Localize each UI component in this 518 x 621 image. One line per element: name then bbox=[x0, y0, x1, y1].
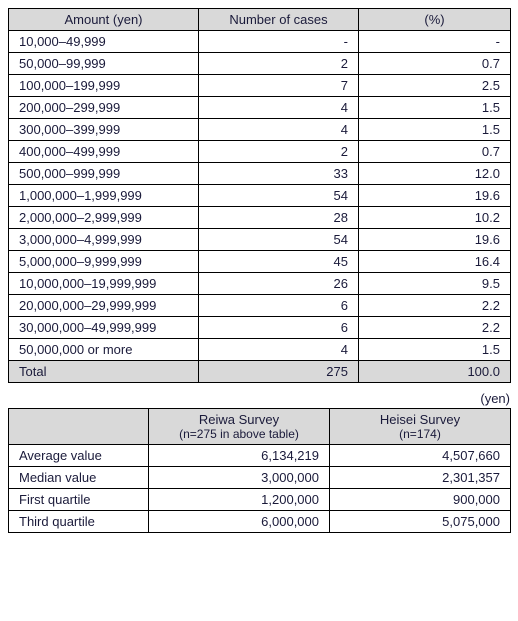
col-header-cases: Number of cases bbox=[199, 9, 359, 31]
heisei-title: Heisei Survey bbox=[338, 412, 502, 427]
amount-cell: 2,000,000–2,999,999 bbox=[9, 207, 199, 229]
amount-cell: 50,000,000 or more bbox=[9, 339, 199, 361]
percent-cell: 1.5 bbox=[359, 339, 511, 361]
table-row: 10,000–49,999-- bbox=[9, 31, 511, 53]
col-header-blank bbox=[9, 409, 149, 445]
table-row: 30,000,000–49,999,99962.2 bbox=[9, 317, 511, 339]
cases-cell: 28 bbox=[199, 207, 359, 229]
reiwa-n: (n=275 in above table) bbox=[157, 427, 321, 441]
cases-cell: 33 bbox=[199, 163, 359, 185]
table-row: 400,000–499,99920.7 bbox=[9, 141, 511, 163]
table-row: 100,000–199,99972.5 bbox=[9, 75, 511, 97]
stat-label: Median value bbox=[9, 467, 149, 489]
percent-cell: 16.4 bbox=[359, 251, 511, 273]
percent-cell: - bbox=[359, 31, 511, 53]
col-header-heisei: Heisei Survey (n=174) bbox=[330, 409, 511, 445]
table-row: 2,000,000–2,999,9992810.2 bbox=[9, 207, 511, 229]
col-header-reiwa: Reiwa Survey (n=275 in above table) bbox=[149, 409, 330, 445]
table-row: 20,000,000–29,999,99962.2 bbox=[9, 295, 511, 317]
total-percent: 100.0 bbox=[359, 361, 511, 383]
stat-label: Third quartile bbox=[9, 511, 149, 533]
cases-cell: 26 bbox=[199, 273, 359, 295]
table-row: 1,000,000–1,999,9995419.6 bbox=[9, 185, 511, 207]
amount-cell: 1,000,000–1,999,999 bbox=[9, 185, 199, 207]
amount-cell: 3,000,000–4,999,999 bbox=[9, 229, 199, 251]
cases-cell: 7 bbox=[199, 75, 359, 97]
reiwa-value: 6,000,000 bbox=[149, 511, 330, 533]
total-cases: 275 bbox=[199, 361, 359, 383]
cases-cell: 4 bbox=[199, 97, 359, 119]
table-row: Third quartile6,000,0005,075,000 bbox=[9, 511, 511, 533]
cases-cell: - bbox=[199, 31, 359, 53]
heisei-value: 4,507,660 bbox=[330, 445, 511, 467]
table-row: 200,000–299,99941.5 bbox=[9, 97, 511, 119]
amount-cell: 50,000–99,999 bbox=[9, 53, 199, 75]
cases-cell: 2 bbox=[199, 141, 359, 163]
col-header-amount: Amount (yen) bbox=[9, 9, 199, 31]
percent-cell: 2.5 bbox=[359, 75, 511, 97]
amount-cell: 5,000,000–9,999,999 bbox=[9, 251, 199, 273]
cases-cell: 54 bbox=[199, 229, 359, 251]
percent-cell: 2.2 bbox=[359, 295, 511, 317]
table-row: 500,000–999,9993312.0 bbox=[9, 163, 511, 185]
amount-cell: 500,000–999,999 bbox=[9, 163, 199, 185]
heisei-n: (n=174) bbox=[338, 427, 502, 441]
amount-cell: 10,000,000–19,999,999 bbox=[9, 273, 199, 295]
percent-cell: 9.5 bbox=[359, 273, 511, 295]
reiwa-title: Reiwa Survey bbox=[157, 412, 321, 427]
amount-cell: 10,000–49,999 bbox=[9, 31, 199, 53]
reiwa-value: 3,000,000 bbox=[149, 467, 330, 489]
total-label: Total bbox=[9, 361, 199, 383]
reiwa-value: 1,200,000 bbox=[149, 489, 330, 511]
percent-cell: 10.2 bbox=[359, 207, 511, 229]
amount-cell: 200,000–299,999 bbox=[9, 97, 199, 119]
amount-cell: 100,000–199,999 bbox=[9, 75, 199, 97]
cases-cell: 6 bbox=[199, 317, 359, 339]
cases-cell: 54 bbox=[199, 185, 359, 207]
heisei-value: 5,075,000 bbox=[330, 511, 511, 533]
table-row: 300,000–399,99941.5 bbox=[9, 119, 511, 141]
amount-distribution-table: Amount (yen) Number of cases (%) 10,000–… bbox=[8, 8, 511, 383]
table-header-row: Amount (yen) Number of cases (%) bbox=[9, 9, 511, 31]
percent-cell: 1.5 bbox=[359, 97, 511, 119]
amount-cell: 20,000,000–29,999,999 bbox=[9, 295, 199, 317]
table-row: 3,000,000–4,999,9995419.6 bbox=[9, 229, 511, 251]
heisei-value: 900,000 bbox=[330, 489, 511, 511]
table-row: 10,000,000–19,999,999269.5 bbox=[9, 273, 511, 295]
cases-cell: 4 bbox=[199, 339, 359, 361]
table-row: First quartile1,200,000900,000 bbox=[9, 489, 511, 511]
percent-cell: 0.7 bbox=[359, 141, 511, 163]
cases-cell: 6 bbox=[199, 295, 359, 317]
table-row: 50,000–99,99920.7 bbox=[9, 53, 511, 75]
table-header-row: Reiwa Survey (n=275 in above table) Heis… bbox=[9, 409, 511, 445]
total-row: Total 275 100.0 bbox=[9, 361, 511, 383]
cases-cell: 45 bbox=[199, 251, 359, 273]
percent-cell: 1.5 bbox=[359, 119, 511, 141]
cases-cell: 4 bbox=[199, 119, 359, 141]
col-header-percent: (%) bbox=[359, 9, 511, 31]
amount-cell: 30,000,000–49,999,999 bbox=[9, 317, 199, 339]
heisei-value: 2,301,357 bbox=[330, 467, 511, 489]
reiwa-value: 6,134,219 bbox=[149, 445, 330, 467]
amount-cell: 400,000–499,999 bbox=[9, 141, 199, 163]
stat-label: Average value bbox=[9, 445, 149, 467]
cases-cell: 2 bbox=[199, 53, 359, 75]
table-row: Average value6,134,2194,507,660 bbox=[9, 445, 511, 467]
table-row: 5,000,000–9,999,9994516.4 bbox=[9, 251, 511, 273]
percent-cell: 12.0 bbox=[359, 163, 511, 185]
amount-cell: 300,000–399,999 bbox=[9, 119, 199, 141]
percent-cell: 2.2 bbox=[359, 317, 511, 339]
summary-statistics-table: Reiwa Survey (n=275 in above table) Heis… bbox=[8, 408, 511, 533]
unit-label: (yen) bbox=[8, 391, 510, 406]
table-row: Median value3,000,0002,301,357 bbox=[9, 467, 511, 489]
percent-cell: 0.7 bbox=[359, 53, 511, 75]
percent-cell: 19.6 bbox=[359, 229, 511, 251]
table-row: 50,000,000 or more41.5 bbox=[9, 339, 511, 361]
stat-label: First quartile bbox=[9, 489, 149, 511]
percent-cell: 19.6 bbox=[359, 185, 511, 207]
